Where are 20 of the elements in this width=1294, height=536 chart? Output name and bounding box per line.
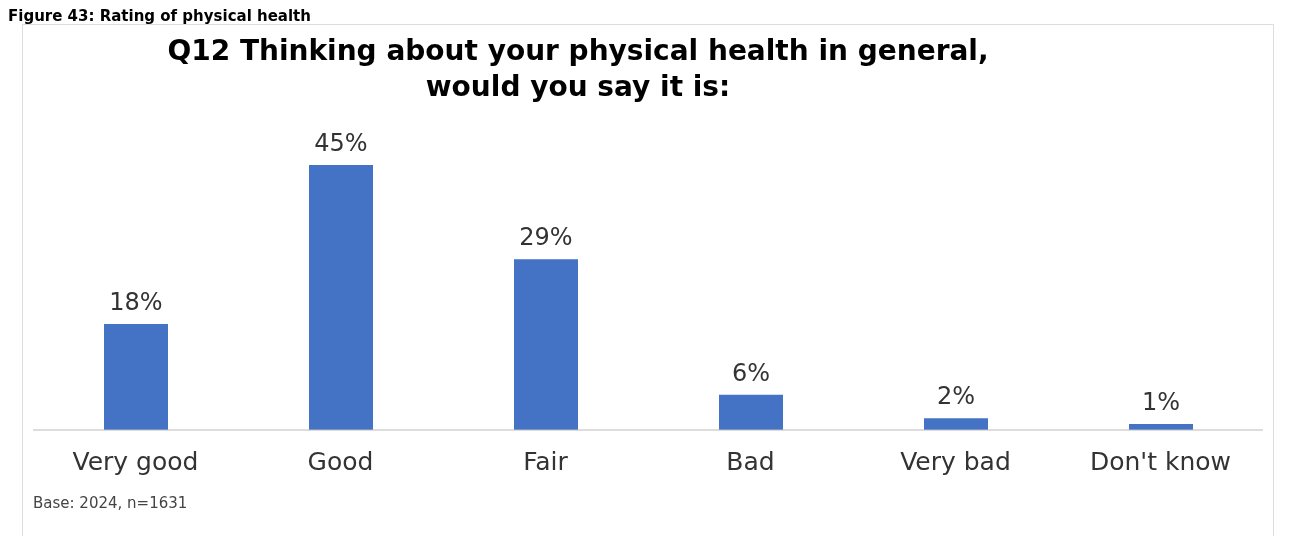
bar xyxy=(514,259,578,430)
data-label: 6% xyxy=(731,358,771,387)
data-label: 18% xyxy=(109,288,163,316)
x-tick-label: Very bad xyxy=(900,446,1011,476)
caption: Figure 43: Rating of physical health xyxy=(8,7,312,25)
data-label: 45% xyxy=(314,129,368,157)
data-label: 2% xyxy=(936,382,976,411)
chart-title: Q12 Thinking about your physical health in general, would you say it is: xyxy=(166,33,990,105)
text: Base: 2024, n=1631 xyxy=(33,494,189,512)
bar xyxy=(924,418,988,430)
data-label: 1% xyxy=(1141,388,1181,417)
bar xyxy=(309,165,373,430)
x-tick-label: Fair xyxy=(523,446,569,476)
x-tick-label: Don't know xyxy=(1089,446,1232,476)
bar xyxy=(104,324,168,430)
x-tick-label: Very good xyxy=(72,446,199,476)
bar xyxy=(719,394,783,430)
x-tick-label: Bad xyxy=(726,446,775,476)
data-label: 29% xyxy=(519,223,573,252)
x-tick-label: Good xyxy=(307,446,374,476)
